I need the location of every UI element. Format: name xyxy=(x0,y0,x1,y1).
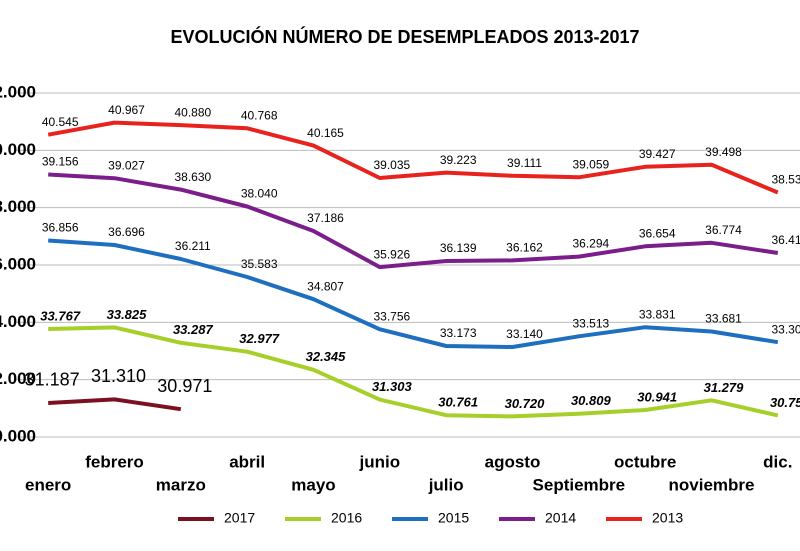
data-label: 40.880 xyxy=(174,105,211,119)
data-label: 37.186 xyxy=(307,211,344,225)
data-label: 40.545 xyxy=(42,115,79,129)
data-label: 31.187 xyxy=(25,370,80,390)
y-tick-label: 40.000 xyxy=(0,140,36,159)
data-label: 39.059 xyxy=(572,157,609,171)
x-tick-label: noviembre xyxy=(669,475,755,494)
data-label: 35.583 xyxy=(241,257,278,271)
y-tick-label: 36.000 xyxy=(0,254,36,273)
data-label: 40.967 xyxy=(108,103,145,117)
data-label: 33.681 xyxy=(705,312,742,326)
series-line xyxy=(47,120,779,195)
data-label: 31.303 xyxy=(372,379,413,394)
data-label: 36.654 xyxy=(639,226,676,240)
data-label: 36.139 xyxy=(440,241,477,255)
data-label: 34.807 xyxy=(307,279,344,293)
data-label: 30.941 xyxy=(637,389,677,404)
legend-label: 2013 xyxy=(652,510,683,526)
series-line xyxy=(48,172,779,270)
data-label: 36.294 xyxy=(572,237,609,251)
data-label: 35.926 xyxy=(373,247,410,261)
y-tick-label: 32.000 xyxy=(0,369,36,388)
data-label: 33.306 xyxy=(771,322,800,336)
data-label: 33.173 xyxy=(440,326,477,340)
x-tick-label: Septiembre xyxy=(533,475,626,494)
data-label: 36.696 xyxy=(108,225,145,239)
data-label: 33.140 xyxy=(506,327,543,341)
chart-title: EVOLUCIÓN NÚMERO DE DESEMPLEADOS 2013-20… xyxy=(170,26,639,47)
data-label: 30.809 xyxy=(571,393,612,408)
data-label: 40.768 xyxy=(241,108,278,122)
y-tick-label: 34.000 xyxy=(0,312,36,331)
y-tick-label: 38.000 xyxy=(0,197,36,216)
data-label: 32.977 xyxy=(239,331,280,346)
y-tick-label: 42.000 xyxy=(0,82,36,101)
data-label: 39.111 xyxy=(507,156,542,170)
series-line xyxy=(48,325,779,419)
data-label: 38.630 xyxy=(174,170,211,184)
data-label: 40.165 xyxy=(307,126,344,140)
data-label: 33.287 xyxy=(173,322,214,337)
data-label: 30.761 xyxy=(438,395,478,410)
data-label: 39.427 xyxy=(639,147,676,161)
data-label: 33.756 xyxy=(373,309,410,323)
y-tick-label: 30.000 xyxy=(0,426,36,445)
data-label: 39.223 xyxy=(440,153,477,167)
x-tick-label: julio xyxy=(428,475,464,494)
legend-label: 2014 xyxy=(545,510,576,526)
data-label: 38.530 xyxy=(771,173,800,187)
data-label: 39.156 xyxy=(42,155,79,169)
data-label: 33.513 xyxy=(572,316,609,330)
series-line xyxy=(48,397,182,412)
x-tick-label: agosto xyxy=(485,452,541,471)
data-label: 31.310 xyxy=(91,366,146,386)
data-label: 33.831 xyxy=(639,307,676,321)
data-label: 30.753 xyxy=(770,395,800,410)
data-label: 30.971 xyxy=(157,376,212,396)
data-label: 38.040 xyxy=(241,187,278,201)
x-tick-label: mayo xyxy=(291,475,335,494)
x-tick-label: abril xyxy=(229,452,265,471)
legend-label: 2017 xyxy=(224,510,255,526)
legend-label: 2015 xyxy=(438,510,469,526)
x-tick-label: febrero xyxy=(85,452,144,471)
data-label: 39.498 xyxy=(705,145,742,159)
data-label: 32.345 xyxy=(306,349,347,364)
data-label: 39.027 xyxy=(108,158,145,172)
x-tick-label: dic. xyxy=(763,452,792,471)
data-label: 36.211 xyxy=(175,239,211,253)
x-tick-label: enero xyxy=(25,475,71,494)
data-label: 36.856 xyxy=(42,221,79,235)
data-label: 36.774 xyxy=(705,223,742,237)
series-line xyxy=(48,238,779,349)
data-label: 36.162 xyxy=(506,241,543,255)
data-label: 39.035 xyxy=(373,158,410,172)
legend-label: 2016 xyxy=(331,510,362,526)
x-tick-label: junio xyxy=(359,452,401,471)
x-tick-label: marzo xyxy=(156,475,206,494)
data-label: 33.767 xyxy=(40,308,81,323)
data-label: 30.720 xyxy=(505,396,546,411)
x-tick-label: octubre xyxy=(614,452,676,471)
data-label: 36.419 xyxy=(771,233,800,247)
data-label: 31.279 xyxy=(704,380,745,395)
data-label: 33.825 xyxy=(107,307,148,322)
